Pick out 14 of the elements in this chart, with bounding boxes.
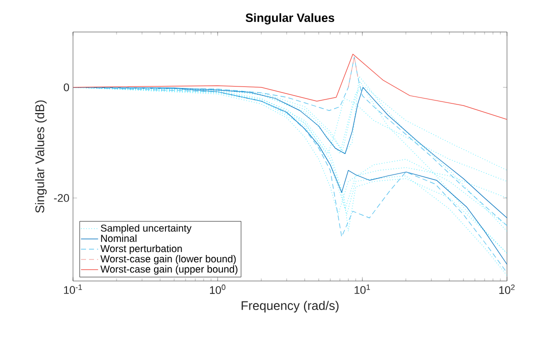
x-tick-label: 10$^{0}$ [210,284,226,294]
x-axis-title: Frequency (rad/s) [242,300,339,312]
x-tick-label: 10$^{-1}$ [64,284,82,294]
y-axis-title: Singular Values (dB) [35,100,47,213]
y-tick-label: 0 [64,83,70,92]
chart-title: Singular Values [246,13,334,24]
x-tick-label: 10$^{2}$ [499,284,515,294]
legend-label: Nominal [101,234,136,242]
legend-label: Sampled uncertainty [100,224,192,234]
legend-label: Worst-case gain (upper bound) [100,265,238,275]
legend-label: Worst perturbation [100,244,182,254]
y-tick-label: -20 [54,194,70,202]
legend-label: Worst-case gain (lower bound) [100,255,236,264]
x-tick-label: 10$^{1}$ [354,284,370,294]
